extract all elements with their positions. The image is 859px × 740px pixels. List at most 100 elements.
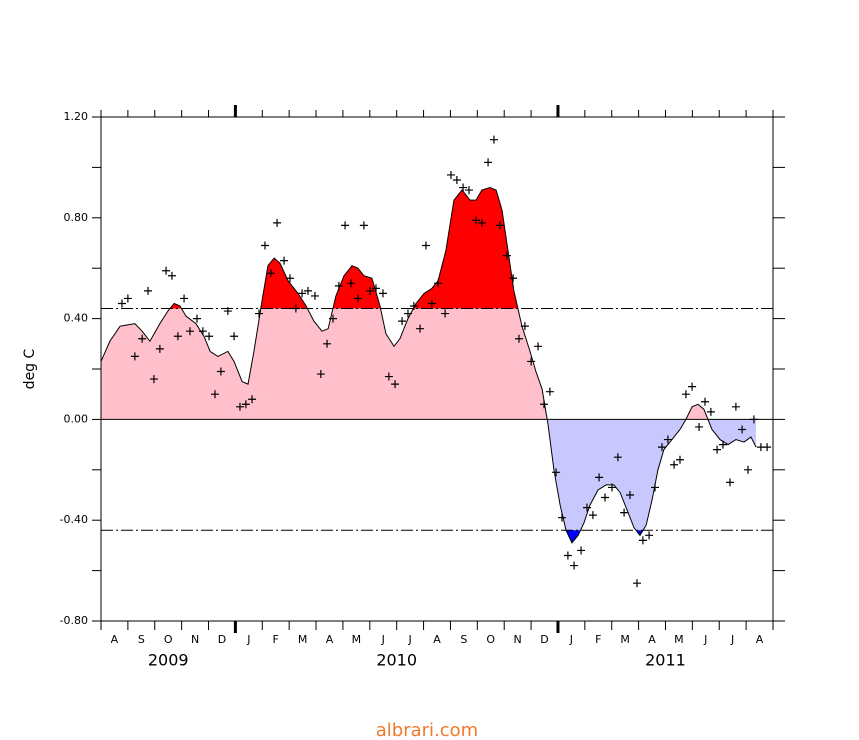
- plus-marker: [670, 460, 679, 469]
- smoothed-line: [100, 187, 757, 544]
- year-label: 2011: [645, 651, 686, 670]
- month-label: A: [756, 633, 764, 646]
- plus-marker: [162, 266, 171, 275]
- month-label: M: [352, 633, 362, 646]
- y-axis-label: deg C: [22, 348, 38, 389]
- year-label: 2010: [376, 651, 417, 670]
- plus-marker: [138, 334, 147, 343]
- plus-marker: [255, 309, 264, 318]
- month-label: J: [703, 633, 707, 646]
- month-label: N: [191, 633, 199, 646]
- plus-marker: [744, 465, 753, 474]
- plus-marker: [570, 561, 579, 570]
- plus-marker: [520, 322, 529, 331]
- month-label: A: [111, 633, 119, 646]
- plus-marker: [230, 332, 239, 341]
- plus-marker: [645, 531, 654, 540]
- plus-marker: [260, 241, 269, 250]
- area-fill-positive: [101, 308, 708, 420]
- month-label: O: [486, 633, 495, 646]
- month-label: N: [514, 633, 522, 646]
- plus-marker: [427, 299, 436, 308]
- plus-marker: [477, 218, 486, 227]
- plus-marker: [441, 309, 450, 318]
- plus-marker: [416, 324, 425, 333]
- plus-marker: [681, 390, 690, 399]
- plus-marker: [552, 468, 561, 477]
- plus-marker: [216, 367, 225, 376]
- plus-marker: [391, 380, 400, 389]
- plus-marker: [719, 440, 728, 449]
- plus-marker: [545, 387, 554, 396]
- plus-marker: [601, 493, 609, 502]
- month-label: A: [648, 633, 656, 646]
- plus-marker: [452, 176, 461, 184]
- plus-marker: [371, 284, 380, 293]
- plus-marker: [434, 279, 443, 288]
- plus-marker: [595, 473, 604, 482]
- month-label: M: [674, 633, 684, 646]
- plus-marker: [620, 508, 629, 517]
- plus-marker: [198, 327, 207, 336]
- plus-marker: [421, 241, 430, 250]
- plus-marker: [484, 158, 493, 167]
- plus-marker: [310, 291, 319, 300]
- area-fill-below: [566, 530, 644, 543]
- month-label: J: [246, 633, 250, 646]
- plus-marker: [280, 256, 289, 265]
- plus-marker: [384, 372, 393, 381]
- plus-marker: [638, 536, 647, 545]
- plus-marker: [248, 395, 257, 404]
- y-tick-label: 0.80: [64, 211, 89, 224]
- plus-marker: [464, 186, 473, 195]
- plus-marker: [298, 289, 307, 298]
- plus-marker: [192, 314, 201, 323]
- y-tick-label: -0.40: [60, 513, 88, 526]
- plus-marker: [738, 425, 747, 434]
- plus-marker: [185, 327, 194, 336]
- plus-marker: [353, 294, 362, 303]
- plus-marker: [144, 286, 153, 295]
- year-label: 2009: [148, 651, 189, 670]
- plus-marker: [514, 334, 523, 343]
- plus-marker: [173, 332, 182, 341]
- plus-marker: [266, 269, 275, 278]
- plus-marker: [650, 483, 659, 492]
- y-tick-label: -0.80: [60, 614, 88, 627]
- area-fill-above: [169, 187, 518, 309]
- plus-marker: [316, 370, 325, 379]
- plus-marker: [328, 314, 337, 323]
- month-label: D: [540, 633, 548, 646]
- plus-marker: [749, 415, 758, 424]
- y-tick-label: 1.20: [64, 110, 89, 123]
- month-label: A: [326, 633, 334, 646]
- plus-marker: [303, 286, 312, 295]
- plus-marker: [675, 455, 684, 464]
- plus-marker: [180, 294, 189, 303]
- month-label: S: [460, 633, 467, 646]
- plus-marker: [509, 274, 518, 283]
- plus-marker: [607, 483, 616, 492]
- plus-marker: [657, 443, 666, 452]
- plus-marker: [366, 286, 375, 295]
- plus-marker: [291, 304, 300, 313]
- plus-marker: [403, 309, 412, 318]
- plus-marker: [155, 344, 164, 353]
- plus-marker: [167, 271, 176, 280]
- plus-marker: [700, 397, 709, 406]
- y-tick-label: 0.40: [64, 312, 89, 325]
- plus-marker: [688, 382, 697, 391]
- plus-marker: [557, 513, 566, 522]
- month-label: J: [407, 633, 411, 646]
- plus-marker: [695, 422, 704, 431]
- month-label: M: [620, 633, 630, 646]
- plus-marker: [241, 400, 250, 409]
- plus-marker: [123, 294, 132, 303]
- plus-marker: [625, 491, 634, 499]
- plus-marker: [130, 352, 139, 361]
- month-label: J: [381, 633, 385, 646]
- plus-marker: [285, 274, 294, 283]
- plus-marker: [731, 402, 740, 411]
- y-tick-label: 0.00: [64, 412, 89, 425]
